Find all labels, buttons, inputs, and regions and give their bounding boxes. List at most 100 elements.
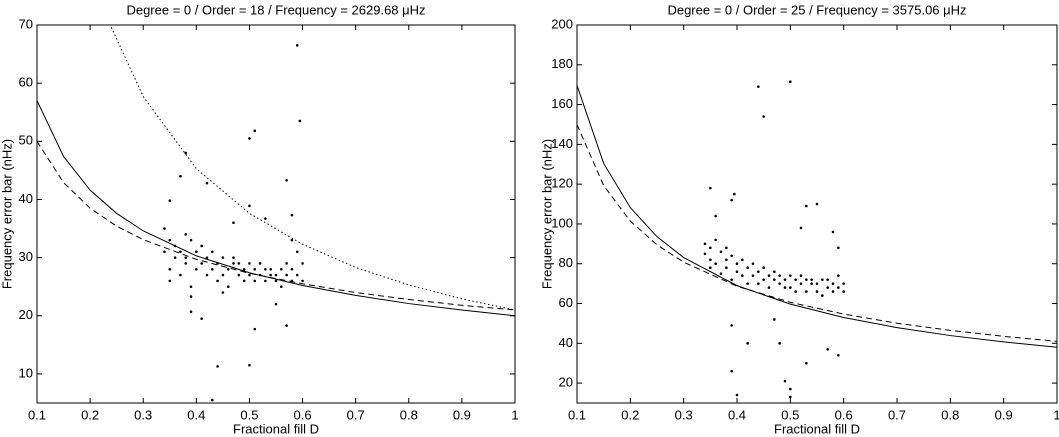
x-tick-label: 0.8 [941, 407, 959, 422]
data-point [179, 273, 182, 277]
x-tick-label: 0.7 [888, 407, 906, 422]
data-point [264, 279, 267, 283]
curve [577, 124, 1057, 342]
plot-area [36, 24, 516, 404]
x-tick-label: 0.2 [81, 407, 99, 422]
data-point [709, 258, 712, 262]
data-point [789, 286, 792, 289]
data-point [773, 270, 776, 273]
data-point [205, 256, 209, 259]
x-tick-label: 0.6 [835, 407, 853, 422]
data-point [714, 262, 717, 266]
data-point [221, 256, 225, 259]
data-point [200, 262, 203, 265]
data-point [242, 267, 246, 271]
data-point [285, 262, 288, 265]
data-point [168, 238, 172, 242]
x-tick-label: 0.7 [347, 407, 365, 422]
data-point [168, 279, 172, 283]
data-point [757, 85, 760, 88]
data-point [730, 254, 733, 258]
data-point [805, 278, 808, 281]
data-point [826, 278, 829, 281]
data-point [762, 266, 765, 270]
y-tick-label: 100 [551, 215, 573, 230]
data-point [226, 285, 230, 288]
y-tick-label: 80 [559, 255, 573, 270]
y-tick-label: 70 [19, 16, 33, 31]
data-point [184, 256, 188, 259]
data-point [253, 279, 257, 283]
data-point [285, 273, 288, 277]
data-point [248, 204, 251, 208]
chart-title: Degree = 0 / Order = 25 / Frequency = 35… [667, 2, 966, 17]
data-point [789, 274, 792, 277]
data-point [184, 151, 188, 155]
data-point [290, 267, 294, 271]
data-point [719, 250, 723, 254]
data-point [163, 250, 166, 254]
data-point [794, 278, 797, 281]
data-point [274, 302, 278, 306]
data-point [258, 262, 262, 265]
data-point [179, 174, 182, 178]
data-point [730, 369, 733, 373]
data-point [703, 252, 707, 256]
data-point [799, 274, 803, 277]
data-point [210, 250, 214, 254]
data-point [248, 137, 251, 140]
data-point [719, 272, 723, 275]
data-point [773, 278, 776, 281]
data-point [725, 246, 728, 250]
data-point [746, 266, 749, 270]
data-point [189, 310, 193, 313]
data-point [773, 318, 776, 321]
data-point [757, 270, 760, 273]
x-tick-label: 0.3 [675, 407, 693, 422]
data-point [703, 242, 707, 246]
data-point [815, 282, 819, 285]
curve [37, 100, 515, 317]
data-point [295, 44, 299, 47]
y-axis-label: Frequency error bar (nHz) [0, 139, 14, 289]
x-tick-label: 0.1 [28, 407, 46, 422]
x-tick-label: 0.3 [134, 407, 152, 422]
data-point [746, 342, 749, 345]
data-point [794, 290, 797, 293]
data-point [210, 398, 214, 402]
data-point [837, 274, 840, 277]
data-point [253, 129, 257, 133]
data-point [179, 250, 182, 254]
data-point [735, 393, 739, 397]
y-tick-label: 50 [19, 133, 33, 148]
y-tick-label: 180 [551, 56, 573, 71]
data-point [163, 227, 166, 230]
data-point [842, 282, 845, 285]
data-point [735, 270, 739, 273]
data-point [221, 291, 225, 294]
data-point [253, 267, 257, 271]
data-point [248, 363, 251, 367]
data-point [264, 267, 267, 271]
data-point [709, 266, 712, 270]
data-point [237, 262, 241, 265]
data-point [210, 267, 214, 271]
data-point [826, 286, 829, 289]
x-tick-label: 0.5 [240, 407, 258, 422]
data-point [810, 282, 813, 285]
data-point [298, 119, 302, 123]
data-point [831, 230, 835, 234]
data-point [805, 204, 808, 208]
data-point [821, 278, 824, 281]
data-point [842, 290, 845, 293]
data-point [751, 262, 755, 266]
data-point [264, 217, 267, 220]
data-point [831, 282, 835, 285]
data-point [714, 238, 717, 242]
data-point [195, 267, 198, 271]
curve [110, 27, 515, 311]
data-point [757, 282, 760, 285]
data-point [730, 324, 733, 327]
data-point [783, 286, 787, 289]
data-point [735, 262, 739, 266]
